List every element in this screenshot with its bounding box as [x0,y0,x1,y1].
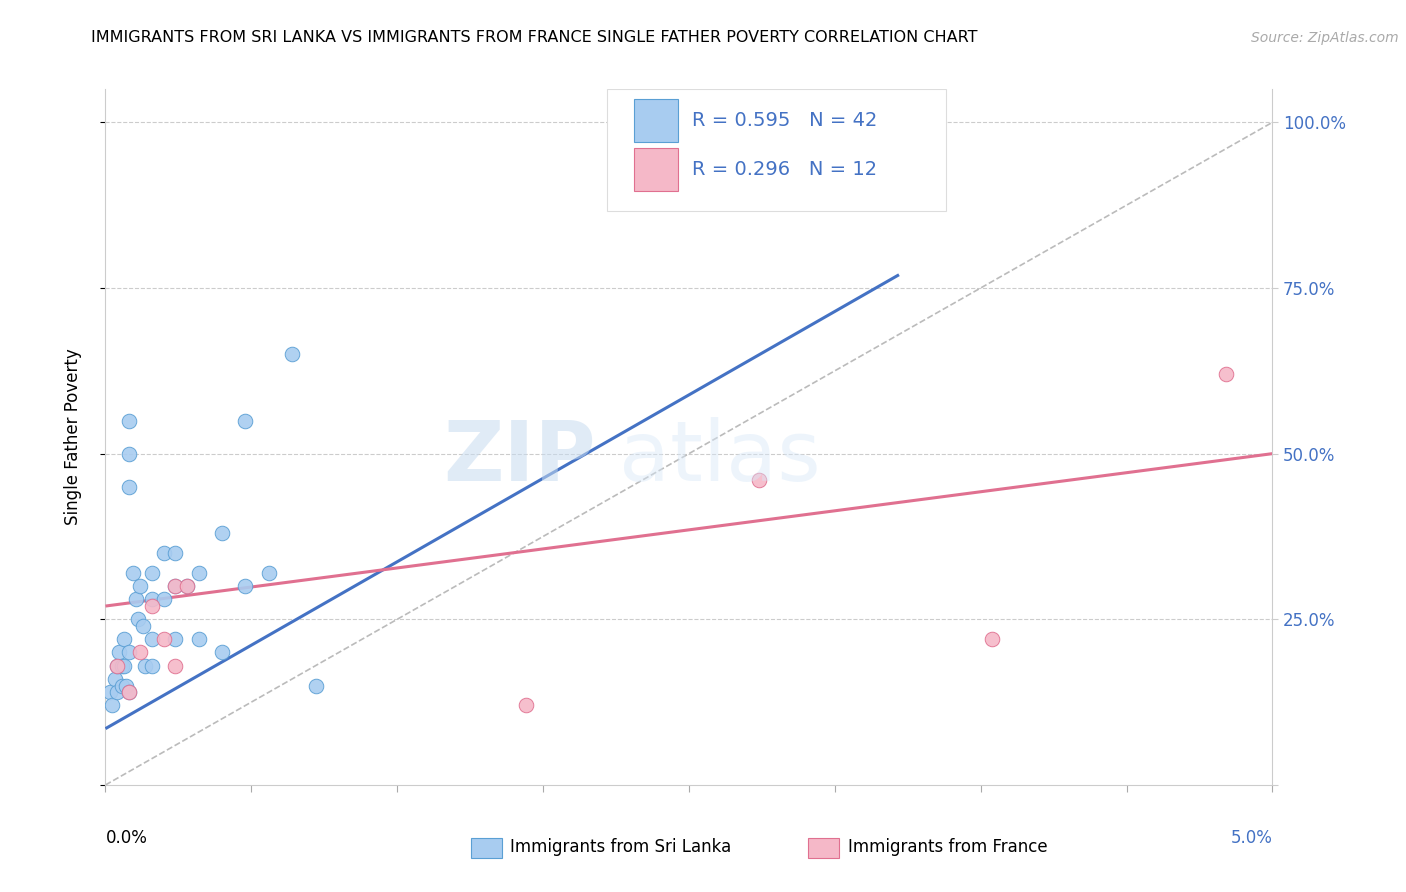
Point [118,480,141,494]
Point [187,566,209,580]
Point [1215,367,1237,381]
Text: Source: ZipAtlas.com: Source: ZipAtlas.com [1251,30,1399,45]
Point [115,679,138,693]
Point [112,632,135,647]
Point [111,679,134,693]
Point [165,658,187,673]
Point [281,347,304,361]
Point [105,685,128,699]
Text: IMMIGRANTS FROM SRI LANKA VS IMMIGRANTS FROM FRANCE SINGLE FATHER POVERTY CORREL: IMMIGRANTS FROM SRI LANKA VS IMMIGRANTS … [91,29,979,45]
Point [257,566,280,580]
Point [118,685,141,699]
Point [981,632,1004,647]
Point [165,579,187,593]
Text: ZIP: ZIP [443,417,596,499]
Point [304,679,326,693]
Point [211,645,233,659]
Point [127,612,149,626]
Point [105,658,128,673]
Point [165,632,187,647]
Point [235,579,257,593]
Point [141,658,163,673]
Point [141,632,163,647]
Point [101,698,124,713]
Point [153,632,174,647]
Text: 0.0%: 0.0% [105,830,148,847]
Point [141,592,163,607]
Bar [808,838,839,858]
Point [118,413,141,427]
Text: atlas: atlas [619,417,821,499]
Point [841,135,863,149]
Point [153,592,174,607]
Point [165,579,187,593]
Bar [634,148,679,191]
Point [98,685,121,699]
Point [129,645,152,659]
Point [141,566,163,580]
Text: 5.0%: 5.0% [1230,830,1272,847]
Point [515,698,537,713]
Text: R = 0.595   N = 42: R = 0.595 N = 42 [692,111,877,129]
Point [112,658,135,673]
Point [211,526,233,541]
Point [129,579,152,593]
Bar [634,99,679,142]
Point [187,632,209,647]
FancyBboxPatch shape [607,89,946,211]
Point [118,685,141,699]
Point [134,658,156,673]
Y-axis label: Single Father Poverty: Single Father Poverty [63,349,82,525]
Point [118,447,141,461]
Point [748,473,770,487]
Text: Immigrants from France: Immigrants from France [848,838,1047,856]
Bar [471,838,502,858]
Point [125,592,148,607]
Point [153,546,174,560]
Text: R = 0.296   N = 12: R = 0.296 N = 12 [692,161,877,179]
Point [132,619,155,633]
Text: Immigrants from Sri Lanka: Immigrants from Sri Lanka [510,838,731,856]
Point [118,645,141,659]
Point [141,599,163,613]
Point [176,579,198,593]
Point [165,546,187,560]
Point [111,658,134,673]
Point [105,658,128,673]
Point [104,672,127,686]
Point [176,579,198,593]
Point [108,645,131,659]
Point [122,566,145,580]
Point [235,413,257,427]
